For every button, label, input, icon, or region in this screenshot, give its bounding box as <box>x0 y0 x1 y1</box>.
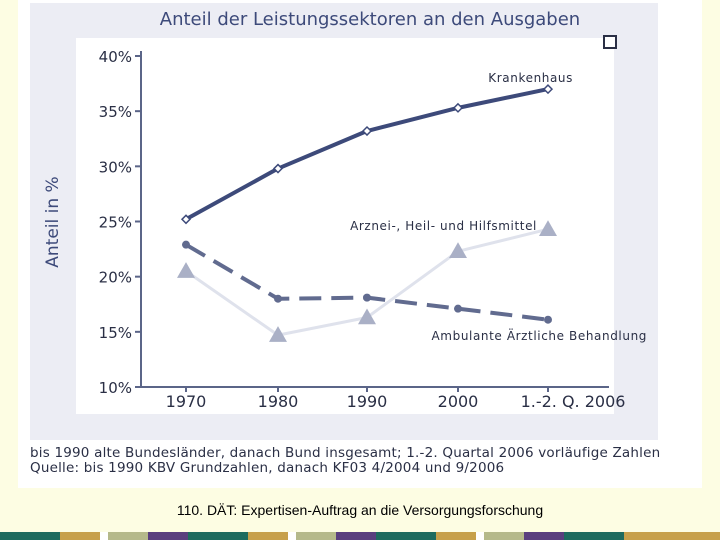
circle-marker <box>363 293 371 302</box>
footer-segment <box>624 532 720 540</box>
series-label-1: Arznei-, Heil- und Hilfsmittel <box>350 219 537 233</box>
footer-segment <box>0 532 60 540</box>
triangle-marker <box>269 326 287 342</box>
chart-title: Anteil der Leistungssektoren an den Ausg… <box>160 9 580 30</box>
y-tick-label: 20% <box>99 269 132 287</box>
series-layer <box>177 84 557 342</box>
y-tick-label: 30% <box>99 158 132 176</box>
footer-segment <box>100 532 108 540</box>
circle-marker <box>544 315 552 324</box>
footer-segment <box>248 532 288 540</box>
diamond-marker <box>361 125 373 137</box>
footer-segment <box>484 532 524 540</box>
series-label-2: Ambulante Ärztliche Behandlung <box>432 328 648 343</box>
footer-segment <box>336 532 376 540</box>
footer-segment <box>376 532 436 540</box>
diamond-marker <box>180 214 192 225</box>
triangle-marker <box>358 308 376 325</box>
footer-segment <box>288 532 296 540</box>
y-tick-label: 15% <box>99 324 132 342</box>
footer-segment <box>296 532 336 540</box>
y-tick-label: 35% <box>99 103 132 121</box>
x-tick-label: 1970 <box>166 392 207 411</box>
diamond-marker <box>452 102 464 113</box>
slide-caption: 110. DÄT: Expertisen-Auftrag an die Vers… <box>176 502 544 518</box>
footer-segment <box>188 532 248 540</box>
triangle-marker <box>177 262 195 278</box>
circle-marker <box>182 240 190 249</box>
footer-color-bar <box>0 532 720 540</box>
x-tick-label: 2000 <box>438 392 479 411</box>
diamond-marker <box>542 84 554 95</box>
footer-segment <box>148 532 188 540</box>
circle-marker <box>274 294 282 303</box>
triangle-marker <box>449 242 467 259</box>
x-tick-label: 1990 <box>347 392 388 411</box>
footer-segment <box>436 532 476 540</box>
footer-segment <box>108 532 148 540</box>
footer-segment <box>524 532 564 540</box>
series-label-0: Krankenhaus <box>488 71 573 85</box>
footer-segment <box>476 532 484 540</box>
x-tick-label: 1980 <box>258 392 299 411</box>
series-labels: Krankenhaus Arznei-, Heil- und Hilfsmitte… <box>350 71 648 343</box>
footnote-2: Quelle: bis 1990 KBV Grundzahlen, danach… <box>30 460 505 476</box>
footer-segment <box>60 532 100 540</box>
legend-square-icon <box>603 35 617 49</box>
circle-marker <box>454 304 462 313</box>
y-tick-label: 25% <box>99 214 132 232</box>
y-tick-label: 10% <box>99 379 132 397</box>
x-tick-label: 1.-2. Q. 2006 <box>521 392 626 411</box>
y-axis-label: Anteil in % <box>43 176 63 267</box>
footnote-1: bis 1990 alte Bundesländer, danach Bund … <box>30 445 661 461</box>
plot-area <box>76 38 614 414</box>
axes: 10% 15% 20% 25% 30% 35% 40% 1970 1980 1990 2000 1.-… <box>99 48 626 411</box>
footer-segment <box>564 532 624 540</box>
triangle-marker <box>539 220 557 236</box>
diamond-marker <box>272 163 284 174</box>
y-tick-label: 40% <box>99 48 132 66</box>
